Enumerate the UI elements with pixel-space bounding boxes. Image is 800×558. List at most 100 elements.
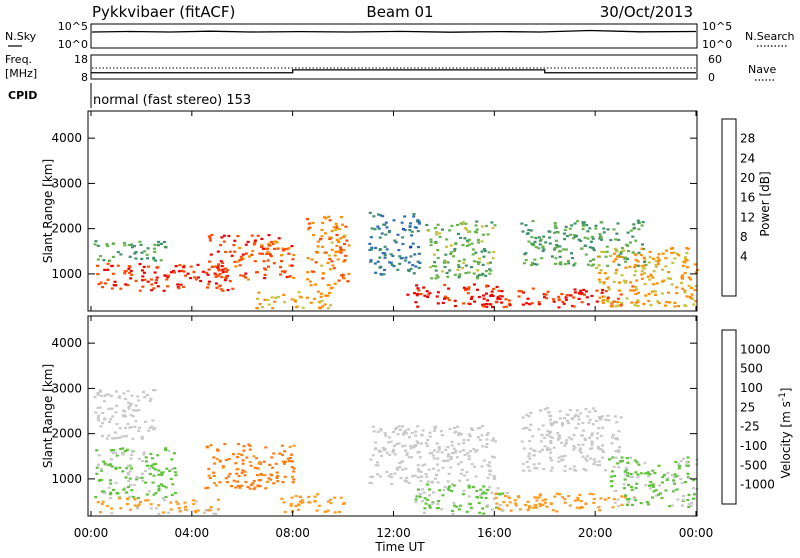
vel-cell xyxy=(169,508,173,511)
vel-cell xyxy=(170,467,174,471)
power-cell xyxy=(461,244,465,247)
vel-cell xyxy=(533,504,537,507)
vel-cell xyxy=(529,423,533,426)
vel-cell xyxy=(204,487,208,490)
vel-cell xyxy=(417,488,420,491)
power-cell xyxy=(291,258,295,261)
vel-cell xyxy=(466,452,470,455)
vel-cell xyxy=(498,503,502,506)
vel-cell xyxy=(294,494,298,498)
power-cell xyxy=(609,305,613,308)
vel-cell xyxy=(532,454,536,457)
power-cell xyxy=(314,261,318,264)
power-cell xyxy=(544,241,548,244)
power-cell xyxy=(619,293,623,296)
power-cell xyxy=(106,244,110,248)
vel-cell xyxy=(572,448,576,451)
vel-cell xyxy=(138,476,142,479)
vel-cell xyxy=(578,449,582,452)
vel-cell xyxy=(617,466,621,469)
power-cell xyxy=(417,289,421,292)
vel-colorbar-tick-label: -1000 xyxy=(740,478,775,492)
vel-cell xyxy=(130,394,134,397)
power-cell xyxy=(618,281,621,284)
power-cell xyxy=(586,303,590,306)
power-cell xyxy=(663,304,667,307)
vel-cell xyxy=(95,449,99,452)
power-cell xyxy=(562,232,566,235)
vel-cell xyxy=(619,416,623,419)
vel-cell xyxy=(127,464,131,467)
power-cell xyxy=(496,297,500,300)
vel-cell xyxy=(625,457,629,460)
power-cell xyxy=(239,274,243,277)
vel-cell xyxy=(525,460,529,463)
power-cell xyxy=(561,300,565,303)
vel-cell xyxy=(575,506,579,509)
power-cell xyxy=(327,254,331,257)
vel-cell xyxy=(417,470,421,473)
power-cell xyxy=(662,279,666,282)
vel-cell xyxy=(191,499,195,502)
noise-sky-line xyxy=(91,29,697,33)
vel-cell xyxy=(484,492,488,495)
vel-cell xyxy=(543,436,547,439)
power-cell xyxy=(403,229,407,232)
power-cell xyxy=(492,287,496,290)
vel-cell xyxy=(281,453,284,457)
vel-cell xyxy=(155,507,158,510)
vel-cell xyxy=(135,478,139,481)
power-cell xyxy=(619,301,623,305)
power-cell xyxy=(127,267,131,270)
power-colorbar-tick-label: 28 xyxy=(740,132,755,146)
vel-cell xyxy=(616,438,619,441)
vel-cell xyxy=(604,418,608,421)
vel-cell xyxy=(292,478,296,481)
power-cell xyxy=(436,223,440,226)
vel-cell xyxy=(470,463,474,466)
vel-cell xyxy=(127,407,131,410)
vel-cell xyxy=(398,462,402,465)
vel-cell xyxy=(169,477,173,481)
vel-cell xyxy=(592,458,596,461)
power-cell xyxy=(616,301,620,304)
vel-cell xyxy=(204,509,208,512)
power-cell xyxy=(628,265,632,268)
power-cell xyxy=(268,244,272,247)
power-cell xyxy=(493,224,497,227)
power-cell xyxy=(412,213,416,216)
vel-cell xyxy=(107,434,111,437)
power-cell xyxy=(612,228,616,231)
vel-cell xyxy=(541,424,545,427)
vel-cell xyxy=(497,492,501,495)
vel-cell xyxy=(617,430,621,433)
power-cell xyxy=(398,262,402,265)
power-cell xyxy=(691,297,694,300)
power-cell xyxy=(477,273,481,277)
power-cell xyxy=(673,301,677,304)
vel-cell xyxy=(450,444,454,447)
vel-cell xyxy=(144,456,148,459)
vel-cell xyxy=(137,399,141,402)
power-cell xyxy=(111,272,115,275)
power-cell xyxy=(661,268,665,271)
vel-cell xyxy=(537,462,541,465)
power-cell xyxy=(378,266,382,269)
vel-cell xyxy=(101,500,105,503)
vel-cell xyxy=(114,411,118,414)
vel-cell xyxy=(153,468,157,471)
vel-cell xyxy=(98,479,102,482)
vel-cell xyxy=(280,497,284,500)
vel-cell xyxy=(541,499,545,502)
power-cell xyxy=(413,253,417,256)
power-cell xyxy=(199,279,203,283)
vel-cell xyxy=(420,475,424,478)
power-cell xyxy=(214,265,218,268)
power-cell xyxy=(690,293,694,296)
power-cell xyxy=(564,296,568,299)
vel-cell xyxy=(594,419,598,423)
power-cell xyxy=(280,254,283,257)
vel-colorbar-tick-label: 25 xyxy=(740,400,755,414)
vel-cell xyxy=(100,502,104,506)
vel-cell xyxy=(289,502,293,506)
